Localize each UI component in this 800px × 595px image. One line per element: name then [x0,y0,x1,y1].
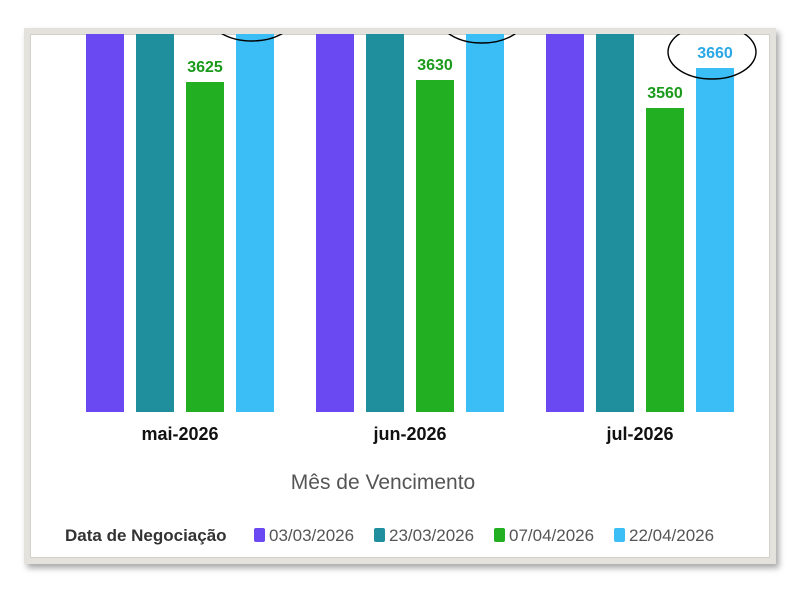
bars-layer [86,34,734,412]
legend-title: Data de Negociação [65,526,227,545]
bar-jun-2026-23-03-2026 [366,34,404,412]
legend-label-07-04-2026: 07/04/2026 [509,526,594,545]
x-axis-title: Mês de Vencimento [291,471,475,494]
annotation-ellipse-jul-2026 [667,34,757,80]
bar-jul-2026-03-03-2026 [546,34,584,412]
legend-label-23-03-2026: 23/03/2026 [389,526,474,545]
legend-swatch-07-04-2026 [494,528,505,542]
legend-label-03-03-2026: 03/03/2026 [269,526,354,545]
bar-chart: 3975377536253755396038103630375038753800… [65,34,757,545]
value-label-mai-2026-07-04-2026: 3625 [187,59,223,76]
legend-swatch-22-04-2026 [614,528,625,542]
bar-jun-2026-07-04-2026 [416,80,454,412]
bar-jun-2026-03-03-2026 [316,34,354,412]
value-label-jul-2026-07-04-2026: 3560 [647,85,683,102]
value-labels-layer: 3975377536253755396038103630375038753800… [187,45,733,102]
annotation-layer [221,34,757,80]
bar-mai-2026-23-03-2026 [136,34,174,412]
bar-jun-2026-22-04-2026 [466,34,504,412]
x-tick-label-mai-2026: mai-2026 [141,424,218,444]
x-tick-label-jul-2026: jul-2026 [605,424,673,444]
chart-frame: 3975377536253755396038103630375038753800… [24,28,776,564]
bar-mai-2026-22-04-2026 [236,34,274,412]
x-axis-tick-labels: mai-2026 jun-2026 jul-2026 [141,424,673,444]
legend-label-22-04-2026: 22/04/2026 [629,526,714,545]
bar-jul-2026-23-03-2026 [596,34,634,412]
annotation-ellipse-jun-2026 [448,34,516,44]
legend-swatch-23-03-2026 [374,528,385,542]
value-label-jul-2026-22-04-2026: 3660 [697,45,733,62]
bar-jul-2026-22-04-2026 [696,68,734,412]
bar-mai-2026-07-04-2026 [186,82,224,412]
x-tick-label-jun-2026: jun-2026 [372,424,446,444]
value-label-jun-2026-07-04-2026: 3630 [417,57,453,74]
legend: Data de Negociação 03/03/2026 23/03/2026 0… [65,526,714,545]
bar-mai-2026-03-03-2026 [86,34,124,412]
legend-swatch-03-03-2026 [254,528,265,542]
bar-jul-2026-07-04-2026 [646,108,684,412]
annotation-ellipse-mai-2026 [221,34,283,42]
